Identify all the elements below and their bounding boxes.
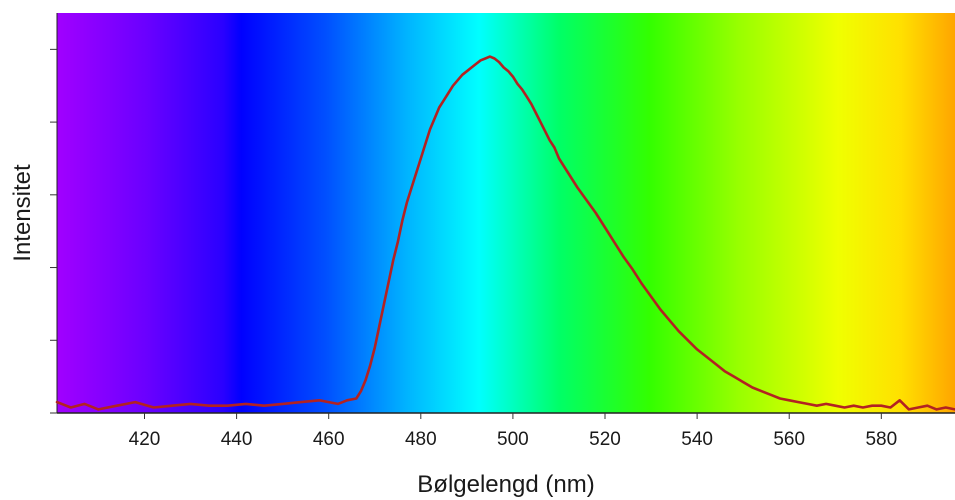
spectrum-background (57, 13, 955, 413)
x-tick-label: 440 (221, 429, 253, 450)
x-tick-label: 540 (681, 429, 713, 450)
x-tick-label: 460 (313, 429, 345, 450)
x-tick-label: 480 (405, 429, 437, 450)
x-tick-label: 580 (865, 429, 897, 450)
x-tick-label: 520 (589, 429, 621, 450)
x-tick-label: 420 (129, 429, 161, 450)
x-ticks: 420 440 460 480 500 520 540 560 580 (129, 413, 897, 450)
y-ticks (50, 48, 57, 414)
axes (56, 13, 955, 414)
x-tick-label: 560 (773, 429, 805, 450)
intensity-curve (55, 55, 955, 411)
x-tick-label: 500 (497, 429, 529, 450)
y-axis-title: Intensitet (9, 164, 36, 262)
x-axis-title: Bølgelengd (nm) (417, 471, 594, 498)
